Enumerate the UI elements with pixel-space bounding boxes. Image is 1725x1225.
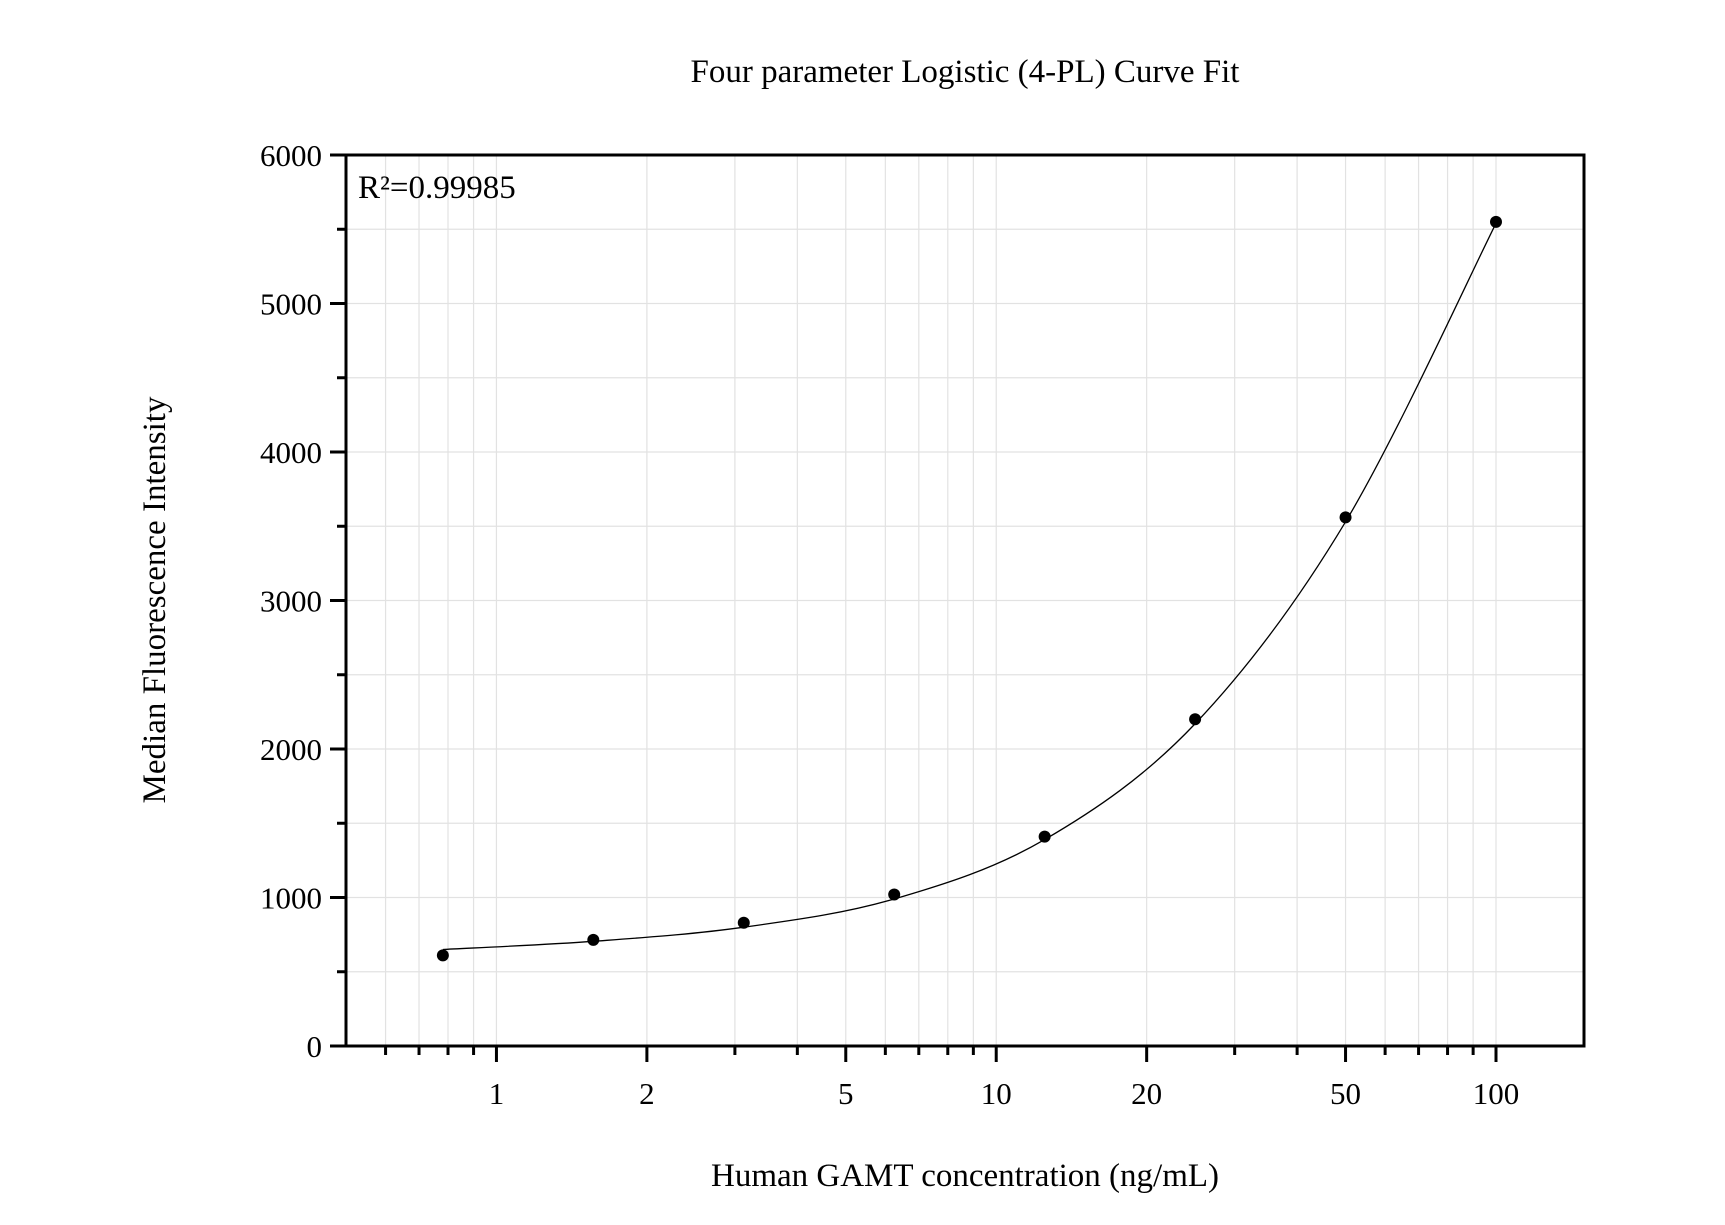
x-tick-label: 20 [1131, 1076, 1162, 1111]
data-point [1189, 713, 1202, 726]
x-tick-label: 2 [639, 1076, 655, 1111]
chart-title: Four parameter Logistic (4-PL) Curve Fit [691, 54, 1240, 90]
y-tick-label: 6000 [260, 138, 322, 173]
grid [346, 154, 1584, 1047]
x-tick-label: 5 [838, 1076, 854, 1111]
y-tick-label: 4000 [260, 435, 322, 470]
data-point [1489, 215, 1502, 228]
y-tick-label: 5000 [260, 287, 322, 322]
data-point [436, 949, 449, 962]
data-point [1339, 511, 1352, 524]
fit-curve [442, 223, 1497, 951]
y-tick-label: 3000 [260, 584, 322, 619]
x-tick-label: 50 [1330, 1076, 1361, 1111]
data-point [737, 916, 750, 929]
marks [436, 215, 1502, 962]
data-point [587, 933, 600, 946]
x-tick-label: 1 [489, 1076, 505, 1111]
y-tick-label: 1000 [260, 881, 322, 916]
x-tick-label: 10 [981, 1076, 1012, 1111]
y-tick-label: 2000 [260, 732, 322, 767]
data-point [888, 888, 901, 901]
annotation: R²=0.99985 [358, 170, 516, 206]
data-point [1038, 830, 1051, 843]
x-axis-label: Human GAMT concentration (ng/mL) [711, 1158, 1219, 1194]
y-axis-label: Median Fluorescence Intensity [137, 396, 173, 803]
y-tick-label: 0 [307, 1029, 323, 1064]
x-tick-label: 100 [1473, 1076, 1520, 1111]
